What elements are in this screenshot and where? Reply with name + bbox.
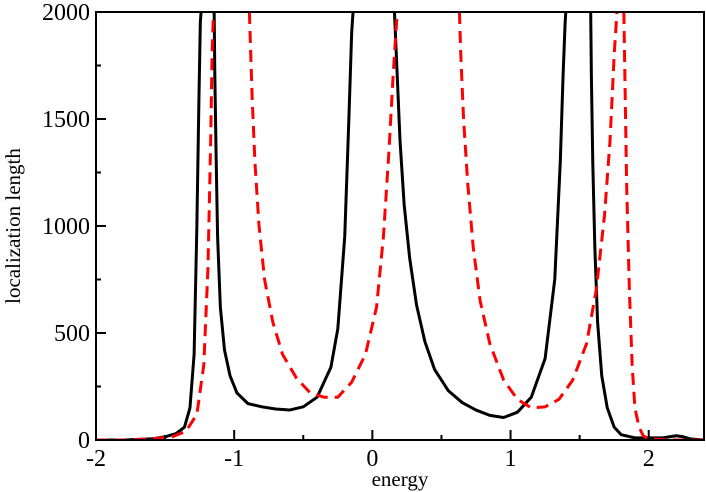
y-axis-title: localization length [1, 148, 25, 304]
y-tick-label-2: 1000 [42, 214, 90, 240]
series-line-dashed [96, 12, 704, 440]
series-line-solid [96, 12, 704, 440]
x-axis-title: energy [372, 467, 429, 491]
series-layer [96, 12, 704, 440]
y-axis: 0 500 1000 1500 2000 [42, 0, 106, 454]
y-tick-label-3: 1500 [42, 107, 90, 133]
y-tick-label-0: 0 [78, 428, 90, 454]
x-tick-label-3: 1 [505, 446, 517, 472]
y-tick-label-1: 500 [54, 321, 90, 347]
x-tick-label-4: 2 [643, 446, 655, 472]
x-tick-label-1: -1 [224, 446, 244, 472]
y-tick-label-4: 2000 [42, 0, 90, 26]
x-tick-label-2: 0 [366, 446, 378, 472]
x-axis: -2 -1 0 1 2 [86, 430, 655, 472]
x-tick-label-0: -2 [86, 446, 106, 472]
plot-area-frame [95, 11, 705, 441]
